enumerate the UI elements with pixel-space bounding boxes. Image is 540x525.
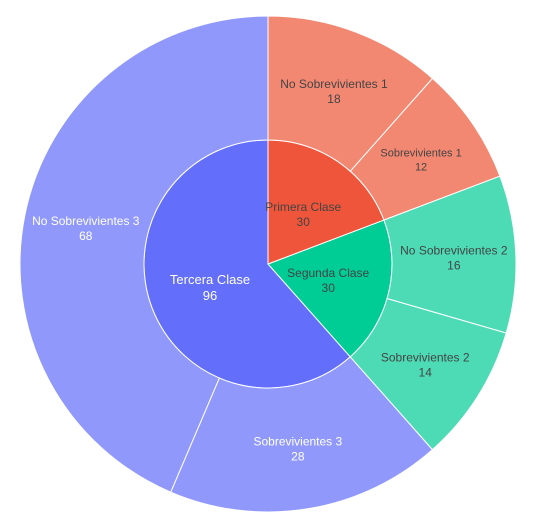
label-value-sob2: 14 bbox=[419, 365, 433, 379]
segment-nosob2[interactable] bbox=[383, 175, 517, 334]
segment-nosob3[interactable] bbox=[19, 15, 269, 493]
label-name-nosob3: No Sobrevivientes 3 bbox=[32, 214, 140, 228]
label-nosob1: No Sobrevivientes 1 18 bbox=[280, 77, 388, 106]
label-name-sob2: Sobrevivientes 2 bbox=[381, 350, 470, 364]
label-sob2: Sobrevivientes 2 14 bbox=[381, 350, 470, 379]
label-value-nosob2: 16 bbox=[447, 259, 461, 273]
segment-sob2[interactable] bbox=[349, 297, 507, 451]
label-value-sob1: 12 bbox=[415, 161, 427, 173]
label-nosob3: No Sobrevivientes 3 68 bbox=[32, 214, 140, 243]
label-value-nosob3: 68 bbox=[79, 229, 93, 243]
label-tercera: Tercera Clase 96 bbox=[170, 272, 250, 303]
label-sob3: Sobrevivientes 3 28 bbox=[253, 435, 342, 464]
label-name-primera: Primera Clase bbox=[265, 200, 341, 214]
label-name-tercera: Tercera Clase bbox=[170, 272, 250, 287]
label-name-sob1: Sobrevivientes 1 bbox=[380, 147, 461, 159]
label-name-segunda: Segunda Clase bbox=[287, 266, 369, 280]
label-sob1: Sobrevivientes 1 12 bbox=[380, 147, 461, 173]
label-value-segunda: 30 bbox=[322, 281, 336, 295]
label-name-nosob1: No Sobrevivientes 1 bbox=[280, 77, 388, 91]
label-value-primera: 30 bbox=[297, 215, 311, 229]
label-primera: Primera Clase 30 bbox=[265, 200, 341, 229]
sunburst-segments bbox=[19, 15, 517, 513]
label-name-nosob2: No Sobrevivientes 2 bbox=[400, 244, 508, 258]
label-name-sob3: Sobrevivientes 3 bbox=[253, 435, 342, 449]
label-segunda: Segunda Clase 30 bbox=[287, 266, 369, 295]
label-value-sob3: 28 bbox=[291, 450, 305, 464]
label-value-tercera: 96 bbox=[203, 288, 217, 303]
sunburst-labels: Tercera Clase 96 No Sobrevivientes 3 68 Sobr… bbox=[32, 77, 508, 464]
label-value-nosob1: 18 bbox=[327, 92, 341, 106]
label-nosob2: No Sobrevivientes 2 16 bbox=[400, 244, 508, 273]
segment-sob1[interactable] bbox=[349, 77, 501, 221]
segment-nosob1[interactable] bbox=[267, 15, 434, 172]
segment-sob3[interactable] bbox=[170, 356, 434, 513]
